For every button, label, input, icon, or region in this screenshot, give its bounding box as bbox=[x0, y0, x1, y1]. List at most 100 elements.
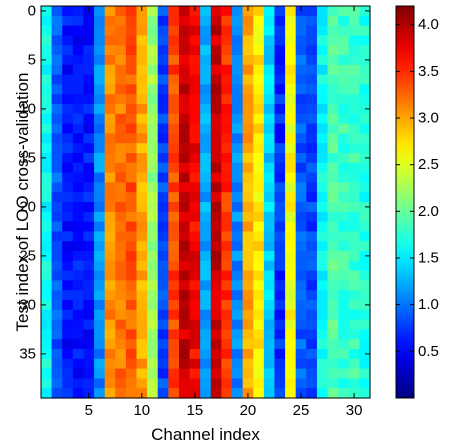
heatmap-cell bbox=[125, 231, 138, 242]
heatmap-cell bbox=[115, 300, 127, 311]
heatmap-cell bbox=[147, 35, 159, 46]
heatmap-cell bbox=[94, 270, 106, 281]
heatmap-cell bbox=[189, 339, 201, 350]
heatmap-cell bbox=[125, 153, 138, 164]
heatmap-cell bbox=[348, 113, 360, 125]
heatmap-cell bbox=[115, 172, 127, 183]
heatmap-cell bbox=[348, 339, 360, 350]
heatmap-cell bbox=[62, 143, 74, 154]
heatmap-cell bbox=[104, 143, 116, 154]
heatmap-cell bbox=[327, 211, 339, 223]
heatmap-cell bbox=[104, 172, 116, 183]
heatmap-cell bbox=[41, 84, 53, 95]
heatmap-cell bbox=[83, 241, 95, 252]
heatmap-cell bbox=[189, 378, 201, 389]
heatmap-cell bbox=[104, 104, 116, 115]
heatmap-cell bbox=[104, 290, 116, 301]
heatmap-cell bbox=[83, 319, 95, 330]
heatmap-cell bbox=[157, 182, 169, 193]
heatmap-cell bbox=[104, 260, 116, 272]
heatmap-cell bbox=[263, 211, 276, 223]
heatmap-cell bbox=[348, 182, 360, 193]
heatmap-cell bbox=[157, 368, 169, 379]
heatmap-cell bbox=[157, 221, 169, 232]
heatmap-cell bbox=[83, 74, 95, 85]
heatmap-cell bbox=[285, 133, 297, 144]
heatmap-cell bbox=[338, 221, 350, 232]
heatmap-cell bbox=[168, 153, 180, 164]
heatmap-cell bbox=[157, 358, 169, 370]
heatmap-cell bbox=[72, 290, 85, 301]
heatmap-cell bbox=[253, 251, 265, 262]
heatmap-cell bbox=[263, 94, 276, 105]
heatmap-cell bbox=[189, 280, 201, 291]
heatmap-cell bbox=[210, 113, 223, 125]
heatmap-cell bbox=[83, 378, 95, 389]
heatmap-cell bbox=[210, 25, 223, 36]
heatmap-cell bbox=[104, 300, 116, 311]
heatmap-cell bbox=[72, 133, 85, 144]
heatmap-cell bbox=[51, 6, 63, 17]
heatmap-cell bbox=[94, 35, 106, 46]
heatmap-cell bbox=[157, 192, 169, 203]
heatmap-cell bbox=[104, 378, 116, 389]
heatmap-cell bbox=[41, 290, 53, 301]
heatmap-cell bbox=[200, 388, 212, 399]
heatmap-cell bbox=[115, 231, 127, 242]
heatmap-cell bbox=[125, 339, 138, 350]
heatmap-cell bbox=[359, 35, 371, 46]
heatmap-cell bbox=[147, 349, 159, 360]
heatmap-cell bbox=[200, 300, 212, 311]
heatmap-cell bbox=[285, 309, 297, 321]
heatmap-cell bbox=[115, 104, 127, 115]
heatmap-cell bbox=[178, 55, 191, 66]
heatmap-cell bbox=[104, 388, 116, 399]
heatmap-cell bbox=[189, 162, 201, 174]
heatmap-cell bbox=[51, 133, 63, 144]
heatmap-cell bbox=[359, 349, 371, 360]
heatmap-cell bbox=[189, 123, 201, 134]
heatmap-cell bbox=[210, 231, 223, 242]
heatmap-cell bbox=[327, 123, 339, 134]
heatmap-cell bbox=[147, 143, 159, 154]
heatmap-cell bbox=[83, 349, 95, 360]
heatmap-cell bbox=[295, 329, 307, 340]
heatmap-cell bbox=[41, 133, 53, 144]
heatmap-cell bbox=[104, 309, 116, 321]
heatmap-cell bbox=[232, 241, 244, 252]
heatmap-cell bbox=[348, 123, 360, 134]
heatmap-cell bbox=[359, 231, 371, 242]
heatmap-cell bbox=[306, 153, 318, 164]
heatmap-cell bbox=[41, 280, 53, 291]
heatmap-cell bbox=[210, 211, 223, 223]
heatmap-cell bbox=[221, 211, 233, 223]
heatmap-cell bbox=[221, 280, 233, 291]
heatmap-cell bbox=[51, 15, 63, 27]
heatmap-cell bbox=[285, 192, 297, 203]
heatmap-cell bbox=[104, 319, 116, 330]
heatmap-cell bbox=[83, 45, 95, 56]
heatmap-cell bbox=[253, 339, 265, 350]
y-tick-label: 0 bbox=[28, 2, 36, 19]
heatmap-cell bbox=[359, 270, 371, 281]
heatmap-cell bbox=[242, 133, 254, 144]
heatmap-cell bbox=[125, 260, 138, 272]
heatmap-cell bbox=[263, 182, 276, 193]
heatmap-cell bbox=[327, 378, 339, 389]
heatmap-cell bbox=[168, 329, 180, 340]
heatmap-cell bbox=[285, 182, 297, 193]
y-tick-label: 25 bbox=[19, 247, 36, 264]
heatmap-cell bbox=[221, 64, 233, 76]
heatmap-cell bbox=[316, 319, 329, 330]
heatmap-cell bbox=[72, 182, 85, 193]
heatmap-cell bbox=[327, 153, 339, 164]
heatmap-cell bbox=[232, 270, 244, 281]
y-axis-ticks: 0 5 10 15 20 25 30 35 bbox=[19, 2, 370, 362]
heatmap-cell bbox=[41, 309, 53, 321]
heatmap-cell bbox=[41, 378, 53, 389]
heatmap-cell bbox=[338, 280, 350, 291]
heatmap-cell bbox=[94, 123, 106, 134]
heatmap-cell bbox=[274, 15, 286, 27]
heatmap-cell bbox=[83, 329, 95, 340]
heatmap-cell bbox=[348, 55, 360, 66]
